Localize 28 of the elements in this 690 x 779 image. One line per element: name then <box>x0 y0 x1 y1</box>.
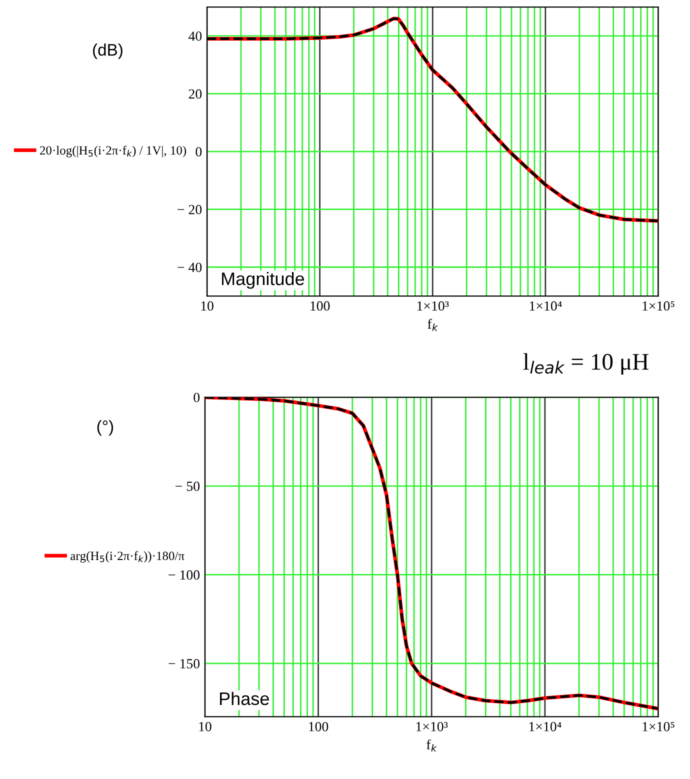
y-tick-label: − 150 <box>168 659 200 668</box>
y-axis-title: (dB) <box>93 43 122 60</box>
y-tick-label: 40 <box>188 31 202 41</box>
legend-label: 20·log(|H$_{5}$(i·2π·f$_{k}$) / 1V|, 10) <box>40 146 186 158</box>
x-tick-label: 1×10⁵ <box>642 301 674 311</box>
x-tick-label: 10 <box>201 301 214 311</box>
x-axis-title: f$_{k}$ <box>428 318 438 331</box>
annotation: Magnitude <box>222 272 304 289</box>
x-tick-label: 100 <box>309 722 328 732</box>
y-tick-label: 20 <box>188 89 202 99</box>
x-tick-label: 10 <box>199 722 212 732</box>
annotation: Phase <box>220 692 269 706</box>
y-tick-label: − 40 <box>178 262 202 272</box>
x-tick-label: 1×10³ <box>416 722 448 732</box>
x-tick-label: 1×10⁵ <box>642 722 674 732</box>
x-tick-label: 1×10⁴ <box>529 722 562 732</box>
y-tick-label: − 100 <box>168 570 200 580</box>
x-tick-label: 1×10⁴ <box>530 301 562 311</box>
x-axis-title: f$_{k}$ <box>426 739 437 752</box>
y-tick-label: − 20 <box>178 204 202 214</box>
y-tick-label: − 50 <box>176 482 200 491</box>
y-tick-label: 0 <box>194 392 200 402</box>
y-axis-title: (°) <box>97 420 114 436</box>
y-tick-label: 0 <box>196 147 202 156</box>
text: l$_{leak}$ = 10 μH <box>523 353 648 375</box>
legend-label: arg(H$_{5}$(i·2π·f$_{k}$))·180/π <box>70 551 184 563</box>
x-tick-label: 1×10³ <box>417 301 449 311</box>
x-tick-label: 100 <box>310 301 330 311</box>
